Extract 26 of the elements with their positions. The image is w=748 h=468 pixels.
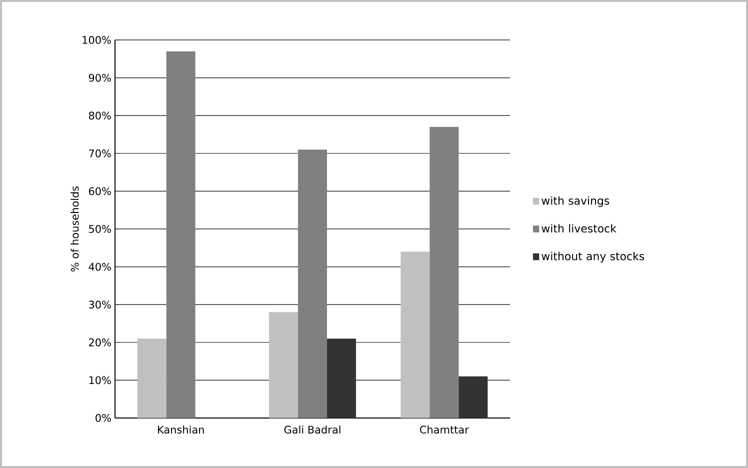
- bar: [137, 338, 166, 418]
- y-tick-label: 100%: [82, 36, 111, 44]
- y-tick-label: 30%: [89, 300, 111, 309]
- legend-label: with savings: [542, 196, 610, 207]
- bar: [166, 51, 196, 418]
- y-axis-title: % of households: [70, 186, 79, 272]
- y-tick-label: 0%: [96, 414, 111, 422]
- x-tick-label: Chamttar: [420, 426, 469, 434]
- y-tick-label: 50%: [89, 225, 111, 233]
- bar: [458, 376, 488, 418]
- y-tick-label: 80%: [88, 112, 111, 120]
- legend-label: with livestock: [542, 224, 616, 233]
- y-tick-label: 40%: [88, 262, 111, 271]
- y-tick-label: 90%: [88, 74, 111, 82]
- bar: [298, 150, 328, 418]
- y-tick-label: 70%: [89, 149, 111, 158]
- x-tick-label: Gali Badral: [284, 426, 340, 434]
- y-tick-label: 20%: [89, 338, 111, 346]
- bar: [400, 252, 430, 418]
- y-tick-label: 60%: [88, 187, 111, 196]
- bar: [430, 126, 459, 418]
- x-tick-label: Kanshian: [158, 426, 204, 434]
- legend-label: without any stocks: [542, 252, 644, 262]
- bar: [269, 312, 298, 418]
- y-tick-label: 10%: [89, 376, 111, 384]
- bar: [327, 338, 356, 418]
